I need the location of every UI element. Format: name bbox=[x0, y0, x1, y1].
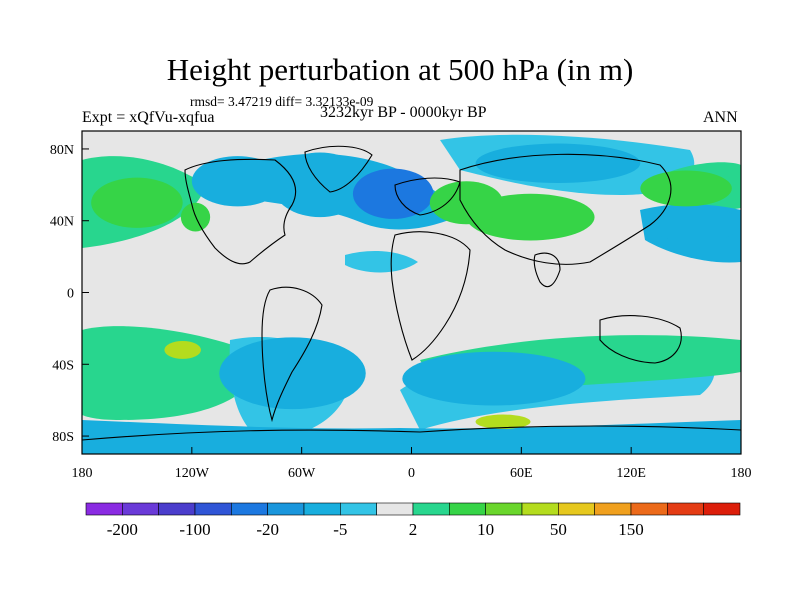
colorbar-swatch-9 bbox=[412, 502, 450, 516]
colorbar-swatch-0 bbox=[85, 502, 123, 516]
anomaly-region-2 bbox=[191, 156, 284, 207]
anomaly-region-11 bbox=[219, 337, 366, 410]
colorbar-swatch-6 bbox=[303, 502, 341, 516]
colorbar-swatch-4 bbox=[231, 502, 268, 516]
anomaly-region-4 bbox=[352, 168, 434, 219]
coast-europe bbox=[394, 177, 461, 216]
colorbar-swatch-12 bbox=[521, 502, 559, 516]
coast-india bbox=[533, 252, 561, 288]
coast-africa bbox=[390, 231, 471, 361]
y-tick-label-4: 80S bbox=[52, 430, 74, 445]
colorbar-label-7: 150 bbox=[618, 520, 644, 539]
colorbar-swatch-5 bbox=[267, 502, 305, 516]
field-band-tropical-atlantic bbox=[345, 250, 418, 273]
colorbar-label-4: 2 bbox=[409, 520, 418, 539]
colorbar-swatch-16 bbox=[667, 502, 704, 516]
colorbar-swatch-14 bbox=[594, 502, 632, 516]
coast-antarctica bbox=[82, 425, 741, 441]
colorbar-swatch-3 bbox=[194, 502, 232, 516]
colorbar-swatch-1 bbox=[122, 502, 159, 516]
season-label: ANN bbox=[703, 109, 738, 126]
colorbar-swatch-11 bbox=[485, 502, 523, 516]
colorbar-label-0: -200 bbox=[107, 520, 138, 539]
anomaly-region-5 bbox=[475, 143, 641, 184]
y-tick-label-0: 80N bbox=[50, 143, 74, 158]
colorbar: -200 -100 -20 -5 2 10 50 150 bbox=[85, 502, 741, 539]
experiment-label: Expt = xQfVu-xqfua bbox=[82, 109, 215, 126]
coast-asia bbox=[459, 153, 672, 265]
x-tick-label-4: 60E bbox=[510, 466, 533, 481]
colorbar-swatch-10 bbox=[449, 502, 486, 516]
colorbar-label-1: -100 bbox=[179, 520, 210, 539]
field-band-south-pacific-green bbox=[82, 326, 260, 420]
colorbar-label-6: 50 bbox=[550, 520, 567, 539]
anomaly-region-9 bbox=[649, 206, 741, 243]
anomaly-region-3 bbox=[272, 152, 368, 218]
colorbar-label-3: -5 bbox=[333, 520, 347, 539]
anomaly-regions bbox=[91, 143, 741, 429]
x-tick-label-2: 60W bbox=[288, 466, 316, 481]
coast-south-america bbox=[261, 286, 323, 423]
stats-label: rmsd= 3.47219 diff= 3.32133e-09 bbox=[190, 94, 374, 109]
x-tick-label-0: 180 bbox=[72, 466, 93, 481]
x-tick-label-5: 120E bbox=[616, 466, 646, 481]
anomaly-region-10 bbox=[164, 340, 201, 359]
colorbar-swatch-17 bbox=[703, 502, 741, 516]
colorbar-label-2: -20 bbox=[256, 520, 279, 539]
colorbar-label-5: 10 bbox=[477, 520, 494, 539]
coast-greenland bbox=[304, 145, 373, 193]
anomaly-region-12 bbox=[402, 351, 586, 406]
coastlines bbox=[82, 145, 741, 441]
field-band-antarctic-blue bbox=[82, 420, 741, 454]
colorbar-swatch-13 bbox=[558, 502, 595, 516]
coast-north-america bbox=[184, 158, 297, 265]
y-tick-label-1: 40N bbox=[50, 215, 74, 230]
coast-australia bbox=[599, 315, 682, 364]
colorbar-swatch-7 bbox=[340, 502, 377, 516]
anomaly-region-8 bbox=[640, 170, 732, 207]
x-tick-label-6: 180 bbox=[731, 466, 752, 481]
y-tick-label-3: 40S bbox=[52, 358, 74, 373]
anomaly-region-7 bbox=[429, 181, 504, 225]
x-tick-label-1: 120W bbox=[175, 466, 210, 481]
subtitle-label: 3232kyr BP - 0000kyr BP bbox=[320, 104, 487, 121]
colorbar-swatch-2 bbox=[158, 502, 196, 516]
anomaly-region-0 bbox=[91, 177, 183, 228]
colorbar-swatch-15 bbox=[630, 502, 668, 516]
y-tick-label-2: 0 bbox=[67, 287, 74, 302]
map-axes: 180 120W 60W 0 60E 120E 180 80N 40N 0 40S 80S bbox=[50, 143, 752, 481]
colorbar-swatch-8 bbox=[376, 502, 414, 516]
chart-title: Height perturbation at 500 hPa (in m) bbox=[166, 52, 634, 87]
x-tick-label-3: 0 bbox=[408, 466, 415, 481]
anomaly-region-13 bbox=[475, 414, 531, 429]
